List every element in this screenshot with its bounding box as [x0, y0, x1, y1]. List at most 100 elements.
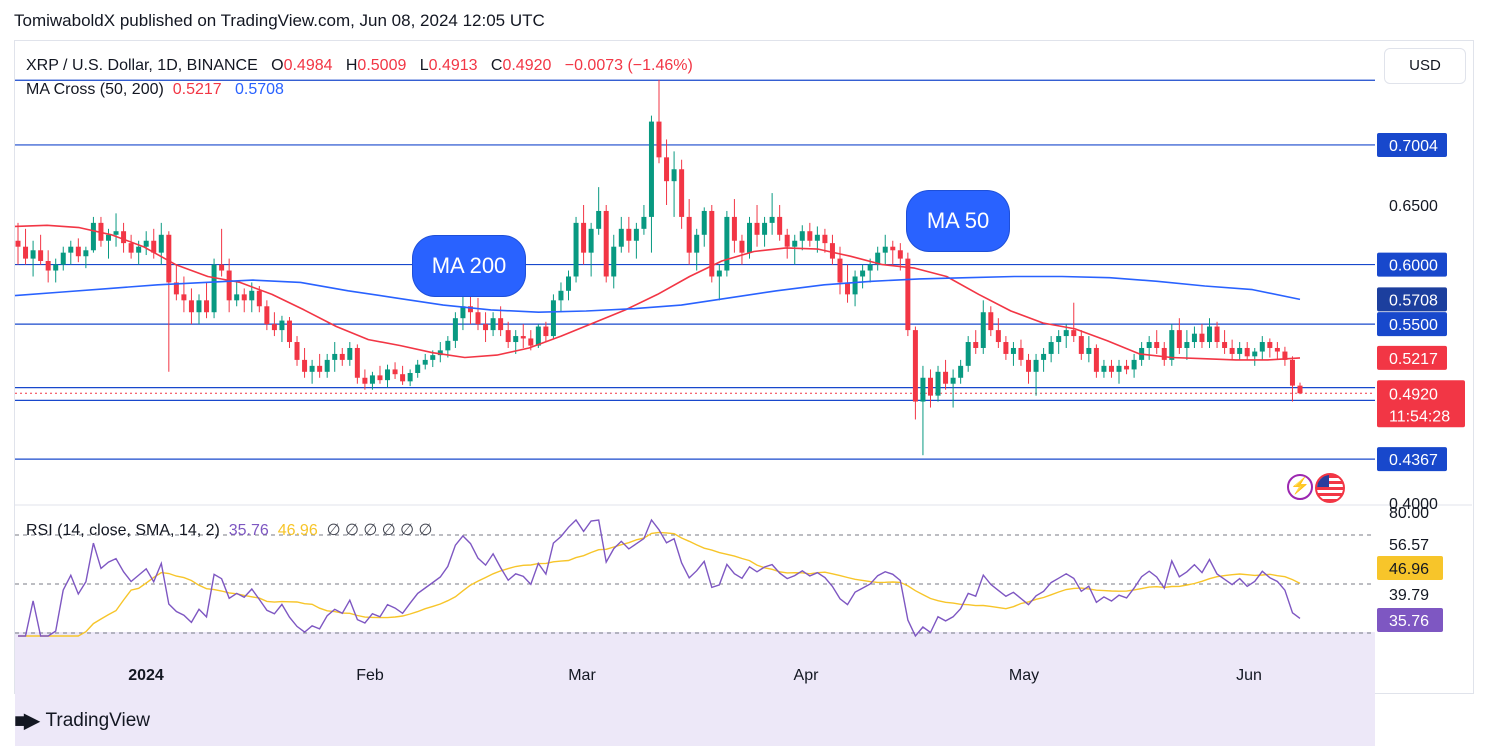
candle-body — [656, 121, 662, 158]
rsi-line — [18, 518, 1301, 638]
time-tick-label: 2024 — [128, 667, 164, 684]
candle-body — [980, 312, 986, 348]
candle-body — [671, 169, 677, 182]
candle-body — [1078, 336, 1084, 354]
candle-body — [573, 222, 579, 277]
candle-body — [535, 326, 541, 346]
candle-body — [799, 231, 805, 241]
candle-body — [679, 169, 685, 217]
candle-body — [264, 306, 270, 325]
candle-body — [664, 157, 670, 182]
candle-body — [1010, 347, 1016, 354]
candle-body — [882, 246, 888, 253]
candle-body — [226, 270, 232, 301]
candle-body — [988, 312, 994, 331]
candle-body — [641, 216, 647, 229]
candle-body — [920, 377, 926, 402]
candle-body — [181, 294, 187, 301]
ma50-line — [14, 224, 1301, 361]
candle-body — [867, 264, 873, 271]
ma50-price-label: 0.5217 — [1389, 351, 1438, 368]
candle-body — [958, 365, 964, 378]
candle-body — [407, 373, 413, 382]
ma50-annotation[interactable]: MA 50 — [907, 191, 1009, 251]
candle-body — [845, 282, 851, 295]
tradingview-logo[interactable]: ■▶ TradingView — [14, 708, 150, 733]
rsi-tick-label: 80.00 — [1389, 505, 1429, 522]
candle-body — [875, 252, 881, 265]
candle-body — [1199, 333, 1205, 343]
candle-body — [430, 355, 436, 360]
candle-body — [362, 377, 368, 384]
ma-cross-label[interactable]: MA Cross (50, 200) — [26, 81, 164, 98]
candle-body — [483, 324, 489, 331]
candle-body — [219, 264, 225, 271]
candle-body — [611, 246, 617, 277]
candle-body — [498, 318, 504, 331]
candle-body — [543, 326, 549, 337]
level-price-label-bg — [1377, 312, 1447, 337]
candle-body — [75, 246, 81, 257]
candle-body — [513, 336, 519, 343]
ma200-line — [14, 275, 1301, 314]
low-value: 0.4913 — [428, 57, 478, 74]
candle-body — [1161, 347, 1167, 360]
rsi-band — [15, 632, 1375, 746]
currency-button[interactable]: USD — [1384, 48, 1466, 84]
tv-logo-icon: ■▶ — [14, 710, 40, 732]
us-flag-icon[interactable] — [1315, 473, 1345, 503]
candle-body — [445, 340, 451, 351]
lightning-icon[interactable]: ⚡ — [1287, 474, 1313, 500]
candle-body — [1229, 347, 1235, 354]
price-tick-label: 0.4000 — [1389, 496, 1438, 513]
candle-body — [1207, 326, 1213, 343]
candle-body — [211, 264, 217, 313]
rsi-placeholders: ∅ ∅ ∅ ∅ ∅ ∅ — [326, 522, 433, 539]
rsi-label[interactable]: RSI (14, close, SMA, 14, 2) — [26, 522, 220, 539]
candle-body — [188, 300, 194, 313]
candle-body — [1063, 330, 1069, 337]
candle-body — [204, 300, 210, 313]
candle-body — [1184, 342, 1190, 348]
candle-body — [762, 222, 768, 235]
rsi-value-label: 35.76 — [1389, 613, 1429, 630]
candle-body — [30, 250, 36, 259]
candle-body — [294, 342, 300, 360]
candle-body — [422, 359, 428, 365]
candle-body — [1297, 385, 1303, 394]
candle-body — [121, 231, 127, 244]
candle-body — [286, 320, 292, 343]
candle-body — [1048, 342, 1054, 354]
rsi-sma-value: 46.96 — [277, 522, 318, 539]
rsi-sma-label-bg — [1377, 556, 1443, 580]
candle-body — [317, 365, 323, 372]
candle-body — [897, 250, 903, 259]
candle-body — [505, 330, 511, 343]
close-value: 0.4920 — [502, 57, 552, 74]
time-tick-label: Feb — [356, 667, 384, 684]
candle-body — [701, 210, 707, 235]
candle-body — [550, 300, 556, 337]
candle-body — [829, 243, 835, 259]
candle-body — [739, 240, 745, 253]
candle-body — [784, 234, 790, 247]
candle-body — [143, 240, 149, 247]
rsi-legend: RSI (14, close, SMA, 14, 2) 35.76 46.96 … — [26, 520, 432, 540]
candle-body — [196, 300, 202, 313]
candle-body — [467, 306, 473, 313]
symbol-label[interactable]: XRP / U.S. Dollar, 1D, BINANCE — [26, 57, 258, 74]
candle-body — [45, 261, 51, 271]
candle-body — [694, 234, 700, 253]
candle-body — [633, 228, 639, 241]
rsi-value: 35.76 — [228, 522, 269, 539]
candle-body — [1108, 365, 1114, 372]
candle-body — [973, 342, 979, 348]
candle-body — [1237, 347, 1243, 354]
level-price-label-bg — [1377, 132, 1447, 157]
candle-body — [309, 365, 315, 372]
ma200-annotation[interactable]: MA 200 — [413, 236, 525, 296]
rsi-label-bg — [1377, 608, 1443, 632]
time-tick-label: Jun — [1236, 667, 1262, 684]
candle-body — [369, 375, 375, 384]
